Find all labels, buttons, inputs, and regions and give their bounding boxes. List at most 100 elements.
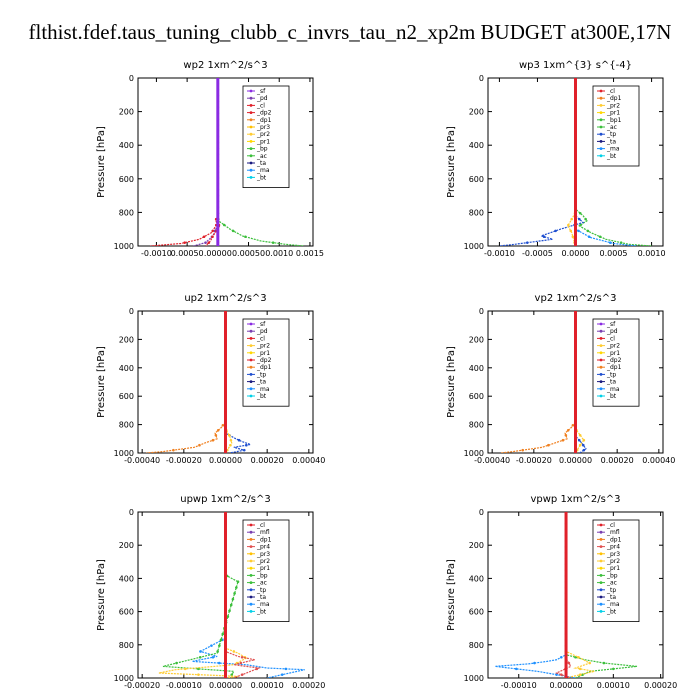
series-point-cl (224, 389, 227, 392)
series-point-pr2 (229, 438, 233, 442)
legend-marker (599, 118, 603, 122)
x-tick-label: 0.0000 (562, 249, 590, 258)
legend-label: _ma (256, 167, 270, 174)
legend-label: _dp1 (606, 536, 622, 543)
series-point-cl (224, 329, 227, 333)
y-tick-label: 800 (119, 208, 134, 217)
series-point-cl (574, 141, 577, 144)
plot-area (158, 512, 305, 678)
legend-marker (599, 111, 603, 114)
x-tick-label: 0.0010 (265, 249, 293, 258)
series-point-sf (216, 241, 220, 244)
series-point-cl (224, 644, 227, 647)
legend-marker (249, 154, 253, 158)
legend-marker (249, 602, 253, 606)
legend-marker (249, 132, 253, 136)
y-tick-label: 800 (469, 641, 484, 650)
legend-label: _tp (256, 371, 266, 378)
legend-label: _pr2 (256, 558, 270, 565)
series-point-sf (216, 123, 220, 127)
series-point-sf (216, 153, 220, 156)
series-point-cl (574, 428, 577, 432)
legend-marker (599, 380, 603, 383)
series-point-cl (211, 235, 214, 239)
series-point-cl (224, 433, 227, 437)
series-point-cl (574, 394, 577, 397)
series-point-cl (564, 661, 568, 665)
page-title: flthist.fdef.taus_tuning_clubb_c_invrs_t… (28, 20, 672, 44)
series-point-pr4 (240, 673, 244, 676)
legend-marker (599, 581, 603, 584)
y-tick-label: 1000 (464, 242, 484, 251)
legend-marker (249, 595, 253, 599)
y-tick-label: 400 (119, 364, 134, 373)
legend-label: _sf (256, 321, 266, 328)
legend-label: _cl (606, 335, 615, 342)
x-tick-label: 0.0010 (638, 249, 666, 258)
legend-marker (249, 168, 253, 172)
legend-marker (249, 530, 253, 534)
series-point-dp1 (547, 443, 550, 447)
x-tick-label: 0.00040 (642, 456, 675, 465)
series-point-cl (224, 557, 227, 560)
series-point-cl (224, 319, 227, 323)
series-point-cl (224, 580, 227, 584)
series-point-cl (564, 609, 568, 613)
series-point-cl (224, 339, 227, 343)
series-point-bp (229, 603, 233, 607)
series-point-cl (224, 603, 227, 607)
legend-label: _ta (606, 594, 616, 601)
series-point-cl (574, 404, 577, 407)
series-point-cl (574, 135, 577, 139)
series-point-bp (226, 615, 230, 618)
series-point-cl (574, 324, 577, 328)
plot-area (500, 311, 587, 453)
series-point-cl (574, 235, 577, 239)
series-point-bp (218, 644, 221, 647)
legend-marker (249, 610, 253, 613)
y-tick-label: 800 (119, 421, 134, 430)
series-point-cl (224, 655, 227, 659)
legend-marker (249, 365, 253, 369)
legend-marker (599, 147, 603, 150)
legend-label: _dp2 (256, 357, 272, 364)
series-point-cl (564, 667, 568, 671)
series-point-cl (564, 673, 568, 676)
series-point-bp (175, 661, 178, 665)
series-point-bp (231, 597, 235, 601)
legend-label: _bt (606, 608, 617, 615)
legend-marker (249, 559, 253, 563)
series-line-tp (224, 311, 251, 453)
x-tick-label: 0.00000 (209, 456, 242, 465)
series-point-tp (245, 443, 248, 447)
series-point-pr2 (183, 667, 187, 671)
series-point-dp1 (216, 428, 220, 432)
series-point-dp1 (172, 448, 175, 452)
legend-label: _ta (256, 594, 266, 601)
series-point-ma (211, 655, 215, 659)
legend-marker (599, 322, 603, 326)
legend-marker (249, 337, 253, 340)
legend-label: _ta (606, 379, 616, 386)
series-point-cl (574, 384, 577, 387)
series-point-cl (574, 211, 577, 215)
x-tick-label: -0.00040 (124, 456, 160, 465)
x-tick-label: 0.00000 (209, 681, 242, 690)
series-line-dp1 (146, 311, 227, 453)
series-point-cl (574, 88, 577, 92)
legend-marker (249, 344, 253, 347)
plot-area (499, 78, 652, 246)
y-tick-label: 600 (119, 175, 134, 184)
y-axis-label: Pressure [hPa] (96, 126, 107, 198)
series-point-cl (574, 100, 577, 103)
legend-box (592, 318, 640, 407)
y-tick-label: 0 (479, 508, 484, 517)
legend-label: _pd (256, 95, 268, 102)
legend-marker (599, 559, 603, 563)
series-point-cl (224, 516, 227, 520)
series-point-pr2 (582, 438, 586, 442)
series-point-cl (574, 223, 577, 227)
series-point-sf (216, 229, 220, 233)
series-point-cl (224, 448, 227, 452)
x-tick-label: 0.00000 (549, 681, 582, 690)
